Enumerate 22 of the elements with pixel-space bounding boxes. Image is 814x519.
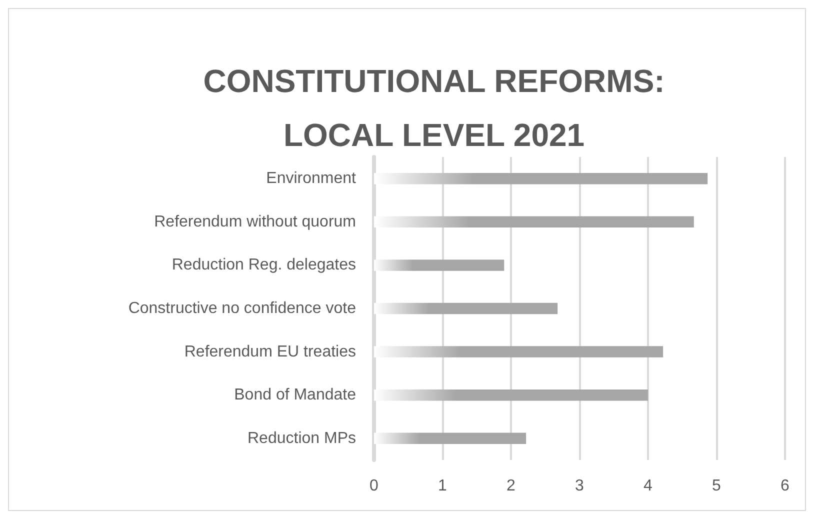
x-tick-label: 5 [712, 478, 722, 494]
y-tick-label: Reduction Reg. delegates [172, 256, 356, 274]
y-tick-label: Environment [266, 170, 357, 188]
bar [374, 216, 694, 228]
bar [374, 260, 504, 271]
y-tick-label: Referendum without quorum [154, 213, 356, 230]
x-tick-label: 6 [780, 478, 790, 494]
chart-title: CONSTITUTIONAL REFORMS: LOCAL LEVEL 2021 [203, 63, 665, 153]
bar [374, 432, 526, 444]
y-tick-label: Reduction MPs [248, 430, 356, 447]
x-tick-label: 3 [575, 478, 584, 494]
y-tick-label: Referendum EU treaties [184, 343, 356, 360]
bar [374, 173, 708, 184]
bar [374, 302, 558, 314]
x-tick-label: 0 [370, 478, 379, 494]
x-tick-label: 2 [506, 478, 516, 494]
bar [374, 346, 664, 358]
x-tick-label: 1 [438, 478, 448, 494]
x-tick-label: 4 [644, 478, 653, 494]
y-tick-label: Bond of Mandate [234, 386, 356, 404]
y-tick-label: Constructive no confidence vote [128, 300, 356, 317]
bar [374, 389, 648, 401]
